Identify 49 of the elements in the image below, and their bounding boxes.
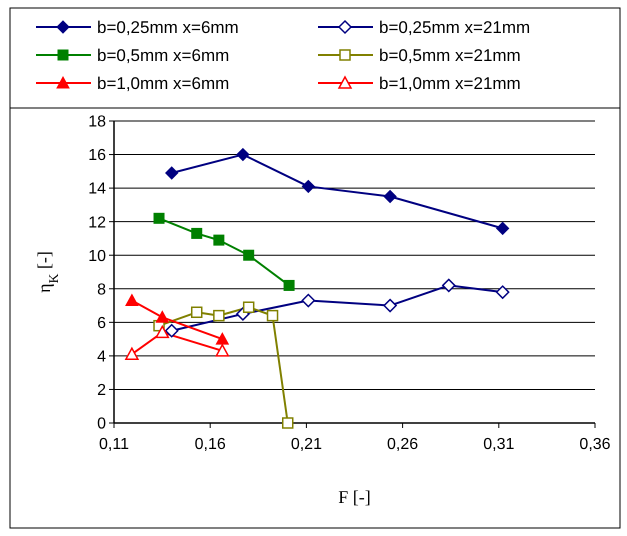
x-tick-label: 0,21 — [290, 436, 322, 453]
x-tick-label: 0,36 — [579, 436, 611, 453]
point — [125, 294, 138, 306]
point — [496, 285, 510, 299]
x-tick-label: 0,16 — [194, 436, 226, 453]
y-tick-label: 4 — [97, 348, 106, 366]
point — [383, 298, 397, 312]
point — [442, 278, 456, 292]
point — [284, 280, 295, 291]
y-tick-label: 6 — [97, 314, 106, 332]
point — [243, 250, 254, 261]
point — [156, 326, 170, 338]
x-tick-label: 0,11 — [99, 436, 130, 453]
point — [164, 324, 178, 338]
x-tick-label: 0,31 — [483, 436, 514, 453]
x-axis-title: F [-] — [338, 487, 371, 507]
point — [282, 417, 294, 429]
point — [302, 180, 315, 193]
y-tick-label: 8 — [97, 281, 106, 298]
point — [384, 190, 397, 203]
point — [165, 166, 178, 180]
point — [216, 332, 229, 345]
point — [302, 294, 316, 308]
point — [216, 344, 230, 357]
point — [213, 234, 224, 246]
y-tick-label: 18 — [88, 114, 106, 131]
legend-label: b=1,0mm x=21mm — [379, 74, 521, 93]
point — [154, 212, 165, 224]
point — [156, 310, 169, 323]
x-tick-label: 0,26 — [387, 436, 418, 453]
y-tick-label: 10 — [88, 248, 106, 265]
point — [191, 228, 202, 239]
legend-label: b=0,25mm x=21mm — [379, 18, 530, 37]
y-tick-label: 14 — [88, 180, 106, 198]
point — [242, 301, 254, 313]
point — [266, 310, 278, 322]
point — [496, 222, 510, 235]
point — [213, 310, 225, 322]
legend-label: b=0,5mm x=21mm — [379, 46, 521, 65]
legend-label: b=0,25mm x=6mm — [97, 18, 239, 37]
point — [125, 347, 139, 360]
legend-label: b=1,0mm x=6mm — [97, 74, 230, 93]
y-tick-label: 2 — [97, 382, 106, 400]
legend-label: b=0,5mm x=6mm — [97, 46, 230, 65]
y-tick-label: 16 — [88, 147, 106, 164]
y-tick-label: 0 — [97, 416, 106, 433]
point — [236, 148, 250, 162]
point — [190, 306, 202, 318]
y-tick-label: 12 — [88, 214, 106, 232]
